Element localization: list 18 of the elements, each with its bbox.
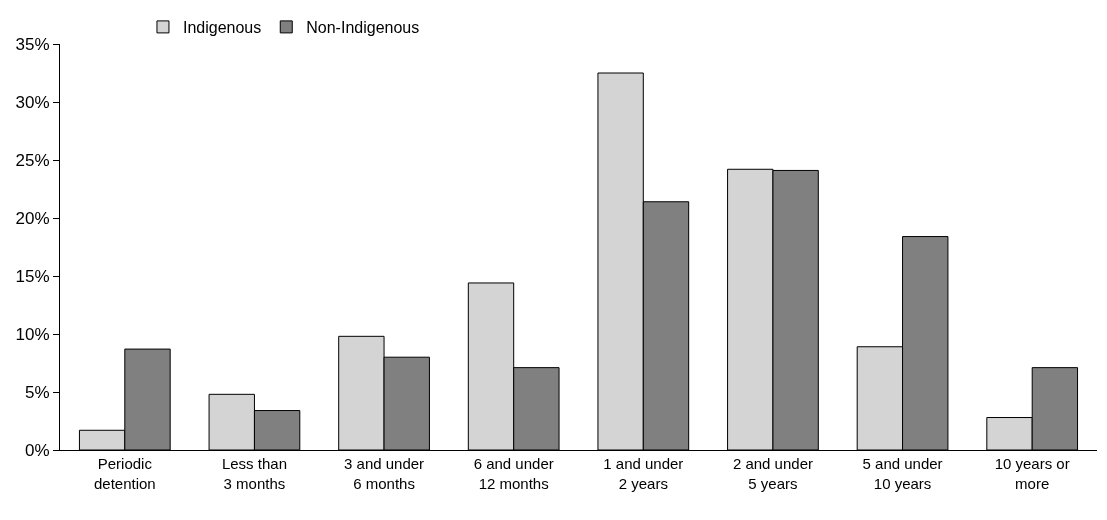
y-tick-label: 15% [15, 266, 50, 286]
y-tick-label: 30% [15, 92, 50, 112]
legend-label: Non-Indigenous [306, 19, 420, 37]
y-tick-label: 20% [15, 208, 50, 228]
x-tick-label: 10 years or more [994, 455, 1070, 492]
x-tick-label: 5 and under 10 years [862, 455, 943, 492]
y-tick-label: 35% [15, 34, 50, 54]
y-tick-label: 5% [25, 382, 50, 402]
x-tick-label: 3 and under 6 months [344, 455, 425, 492]
x-tick-label: 2 and under 5 years [732, 455, 813, 492]
x-tick-label: 6 and under 12 months [473, 455, 554, 492]
x-tick-label: 1 and under 2 years [603, 455, 684, 492]
y-tick-label: 10% [15, 324, 50, 344]
y-tick-label: 25% [15, 150, 50, 170]
x-tick-label: Periodic detention [93, 455, 156, 492]
x-tick-label: Less than 3 months [221, 455, 287, 492]
legend-label: Indigenous [182, 19, 262, 37]
y-tick-label: 0% [25, 440, 50, 460]
